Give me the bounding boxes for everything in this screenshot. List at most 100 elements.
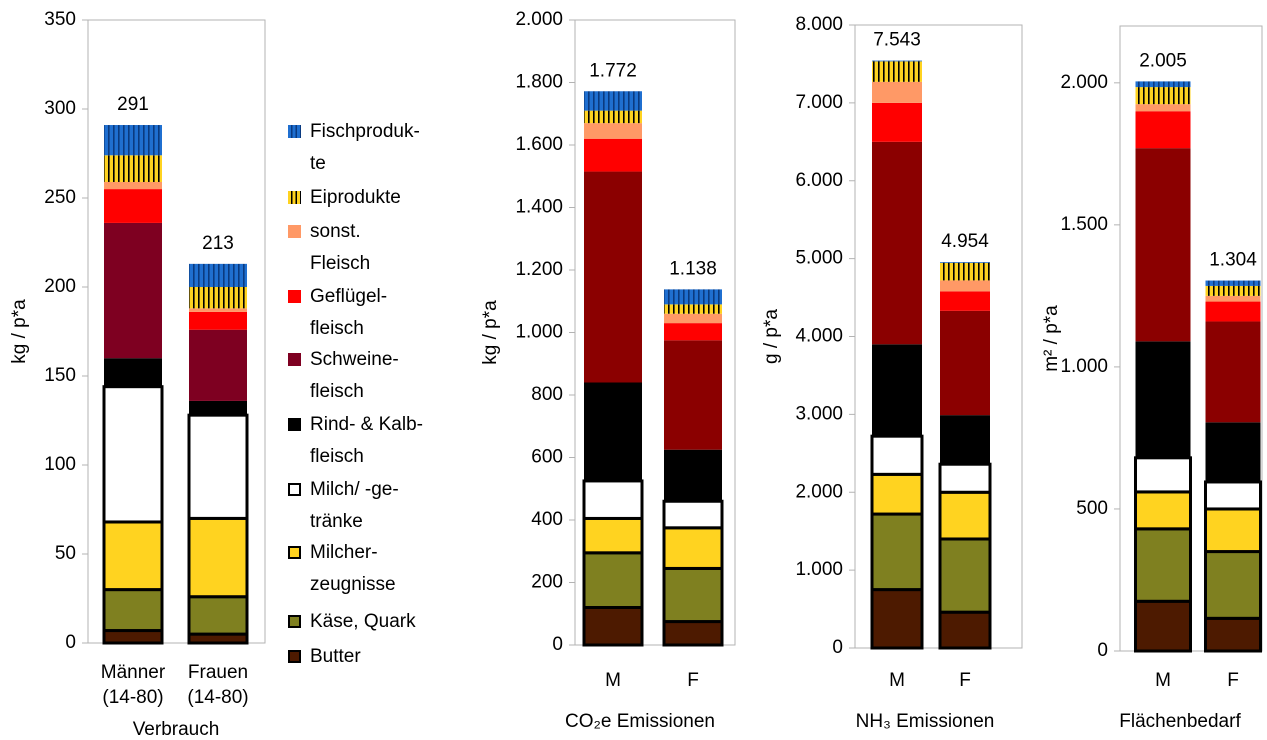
legend-item: Butter: [288, 641, 361, 673]
y-tick-label: 0: [1097, 640, 1108, 661]
bar-segment: [664, 340, 722, 450]
bar-segment: [104, 125, 162, 156]
legend-swatch: [288, 650, 301, 663]
total-label: 4.954: [941, 231, 989, 252]
bar-segment: [104, 189, 162, 223]
y-tick-label: 1.600: [515, 134, 563, 155]
bar-segment: [584, 171, 642, 383]
bar-segment: [189, 400, 247, 416]
bar-segment: [1205, 321, 1261, 423]
bar-segment: [1204, 550, 1262, 620]
legend-label: sonst. Fleisch: [310, 221, 371, 274]
bar-segment: [102, 520, 164, 592]
y-tick-label: 200: [44, 276, 76, 297]
legend-label: Milcher- zeugnisse: [310, 542, 396, 595]
bar-segment: [1205, 301, 1261, 322]
bar-segment: [870, 472, 924, 516]
bar-segment: [584, 110, 642, 124]
bar-segment: [187, 516, 249, 599]
bar-segment: [940, 310, 990, 416]
total-label: 1.304: [1209, 250, 1257, 271]
legend-label: Milch/ -ge- tränke: [310, 479, 399, 532]
legend-item: sonst. Fleisch: [288, 216, 370, 280]
bar-segment: [582, 516, 644, 555]
total-label: 1.772: [589, 60, 637, 81]
y-tick-label: 600: [531, 447, 563, 468]
bar-segment: [940, 415, 990, 465]
legend-swatch: [288, 225, 301, 238]
y-tick-label: 1.000: [515, 322, 563, 343]
y-tick-label: 250: [44, 187, 76, 208]
bar-segment: [104, 181, 162, 190]
bar-segment: [584, 91, 642, 111]
y-tick-label: 0: [832, 637, 843, 658]
bar-segment: [662, 566, 724, 624]
bar-segment: [1204, 507, 1262, 554]
bar-segment: [1205, 280, 1261, 286]
bar-segment: [1135, 104, 1191, 112]
bar-segment: [187, 413, 249, 520]
total-label: 291: [117, 94, 149, 115]
y-tick-label: 350: [44, 9, 76, 30]
legend-swatch: [288, 191, 301, 204]
axis-title: Verbrauch: [133, 719, 220, 740]
bar-segment: [584, 138, 642, 172]
y-tick-label: 1.400: [515, 197, 563, 218]
legend-item: Käse, Quark: [288, 606, 416, 638]
legend-swatch: [288, 290, 301, 303]
x-tick-label: M: [1155, 670, 1171, 691]
bar-segment: [938, 490, 992, 541]
bar-segment: [870, 512, 924, 592]
total-label: 7.543: [873, 30, 921, 51]
legend-label: Fischproduk- te: [310, 121, 420, 174]
bar-segment: [1135, 111, 1191, 149]
bar-segment: [872, 141, 922, 345]
legend-label: Geflügel- fleisch: [310, 286, 388, 339]
x-tick-label: Männer (14-80): [100, 662, 166, 708]
bar-segment: [1134, 527, 1192, 603]
y-tick-label: 0: [65, 632, 76, 653]
legend-item: Schweine- fleisch: [288, 344, 399, 408]
bar-segment: [189, 308, 247, 312]
bar-segment: [1205, 295, 1261, 302]
y-axis-label: kg / p*a: [480, 300, 501, 365]
bar-segment: [582, 479, 644, 520]
bar-segment: [872, 61, 922, 82]
bar-segment: [1205, 422, 1261, 482]
y-tick-label: 300: [44, 98, 76, 119]
y-tick-label: 3.000: [795, 403, 843, 424]
y-tick-label: 8.000: [795, 14, 843, 35]
y-tick-label: 7.000: [795, 92, 843, 113]
y-axis-label: kg / p*a: [9, 299, 30, 364]
y-tick-label: 2.000: [515, 9, 563, 30]
legend-item: Milch/ -ge- tränke: [288, 474, 399, 538]
x-tick-label: F: [959, 670, 971, 691]
legend-item: Geflügel- fleisch: [288, 281, 387, 345]
bar-segment: [664, 313, 722, 324]
bar-segment: [664, 323, 722, 341]
bar-segment: [872, 60, 922, 62]
x-tick-label: Frauen (14-80): [187, 662, 249, 708]
y-tick-label: 50: [55, 543, 76, 564]
y-tick-label: 1.500: [1060, 214, 1108, 235]
y-tick-label: 2.000: [795, 481, 843, 502]
bar-segment: [940, 280, 990, 292]
bar-segment: [662, 499, 724, 530]
total-label: 2.005: [1139, 50, 1187, 71]
axis-title: Flächenbedarf: [1119, 711, 1241, 732]
bar-segment: [104, 155, 162, 182]
bar-segment: [938, 610, 992, 650]
bar-segment: [104, 358, 162, 387]
bar-segment: [102, 385, 164, 524]
bar-segment: [104, 222, 162, 359]
legend-label: Schweine- fleisch: [310, 349, 399, 402]
y-tick-label: 6.000: [795, 170, 843, 191]
legend-item: Rind- & Kalb- fleisch: [288, 409, 423, 473]
legend-swatch: [288, 546, 301, 559]
bar-segment: [1134, 490, 1192, 531]
bar-segment: [1135, 148, 1191, 342]
y-tick-label: 1.000: [795, 559, 843, 580]
legend-swatch: [288, 483, 301, 496]
